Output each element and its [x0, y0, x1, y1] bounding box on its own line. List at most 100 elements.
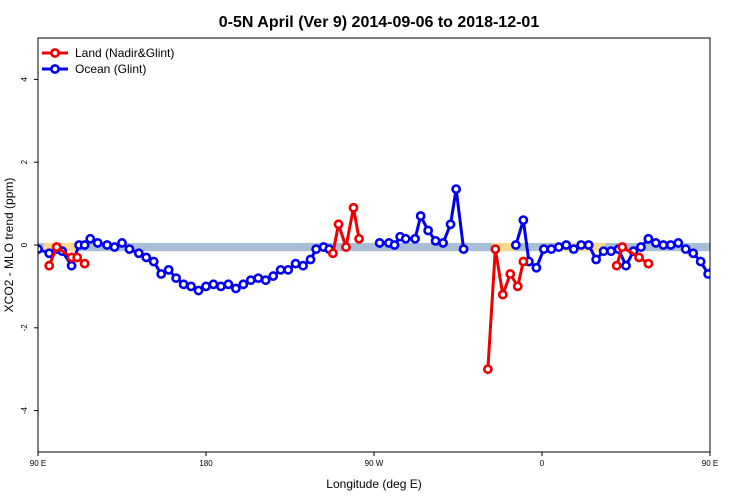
legend-marker-land-nadir-glint: [50, 48, 60, 58]
y-axis: -4 -2 0 2 4: [20, 77, 38, 414]
x-tick-label: 90 W: [365, 459, 384, 468]
ocean-glint-point: [658, 240, 669, 250]
ocean-glint-point: [695, 256, 706, 267]
ocean-glint-point: [275, 264, 286, 275]
ocean-glint-point: [400, 233, 411, 244]
ocean-glint-point: [591, 254, 602, 265]
ocean-glint-point: [163, 264, 174, 275]
ocean-glint-point: [673, 238, 684, 248]
x-tick-label: 180: [199, 459, 213, 468]
y-tick-label: 0: [20, 242, 29, 247]
plot-area: [38, 184, 710, 375]
land-nadir-glint-point: [518, 256, 529, 267]
ocean-glint-point: [216, 281, 226, 292]
land-nadir-glint-point: [611, 260, 622, 271]
ocean-glint-point: [92, 238, 103, 248]
ocean-glint-point: [298, 260, 308, 271]
legend: Land (Nadir&Glint) Ocean (Glint): [42, 46, 174, 76]
land-nadir-glint-point: [505, 269, 516, 279]
ocean-glint-point: [389, 240, 400, 250]
chart-title: 0-5N April (Ver 9) 2014-09-06 to 2018-12…: [219, 14, 540, 31]
ocean-glint-point: [650, 238, 661, 248]
ocean-glint-point: [305, 254, 316, 265]
ocean-glint-point: [708, 266, 710, 274]
y-tick-label: 4: [20, 77, 29, 82]
x-tick-label: 0: [540, 459, 545, 468]
ocean-glint-point: [636, 242, 646, 252]
ocean-glint-point: [451, 184, 462, 195]
ocean-glint-point: [458, 244, 469, 255]
land-nadir-glint-point: [328, 248, 338, 259]
plot-content: [38, 184, 710, 375]
land-highlight-band-5: [590, 242, 606, 252]
land-highlight-band-3: [491, 242, 516, 252]
ocean-glint-point: [583, 240, 594, 250]
ocean-glint-point: [546, 244, 557, 255]
x-tick-label: 90 E: [30, 459, 46, 468]
ocean-glint-point: [621, 260, 631, 271]
ocean-glint-point: [124, 244, 135, 255]
ocean-glint-point: [538, 244, 549, 255]
legend-marker-ocean-glint: [50, 64, 60, 74]
ocean-glint-point: [208, 279, 219, 290]
x-axis: 90 E 180 90 W 0 90 E: [30, 452, 718, 468]
ocean-glint-point: [576, 240, 587, 250]
ocean-glint-point: [518, 215, 529, 226]
ocean-glint-point: [171, 273, 182, 284]
land-nadir-glint-point: [512, 281, 523, 292]
ocean-glint-point: [193, 285, 204, 296]
ocean-glint-point: [66, 260, 77, 271]
land-highlight-band-2: [62, 242, 80, 252]
ocean-glint-point: [245, 275, 256, 286]
ocean-glint-point: [703, 269, 710, 279]
ocean-glint-point: [223, 279, 234, 290]
land-nadir-glint-point: [617, 242, 628, 252]
land-nadir-glint-line-2: [486, 247, 525, 370]
ocean-glint-point: [141, 252, 152, 263]
ocean-glint-point: [561, 240, 572, 250]
ocean-glint-point: [445, 219, 456, 230]
ocean-glint-point: [415, 211, 426, 221]
ocean-glint-point: [186, 281, 196, 292]
ocean-glint-point: [238, 279, 249, 290]
ocean-glint-point: [374, 238, 385, 248]
ocean-glint-point: [201, 281, 211, 292]
ocean-glint-point: [568, 244, 579, 255]
ocean-glint-point: [688, 248, 699, 259]
y-tick-label: -2: [20, 324, 29, 332]
ocean-glint-point: [253, 273, 264, 284]
ocean-glint-point: [109, 242, 120, 252]
ocean-glint-point: [510, 240, 521, 250]
ocean-glint-point: [85, 233, 96, 244]
ocean-glint-point: [665, 240, 676, 250]
land-nadir-glint-point: [348, 202, 359, 213]
reference-band-0: [38, 242, 710, 252]
ocean-glint-point: [260, 275, 271, 286]
land-nadir-glint-point: [482, 364, 493, 375]
x-tick-label: 90 E: [702, 459, 718, 468]
land-nadir-glint-point: [643, 258, 654, 269]
ocean-glint-point: [117, 238, 127, 248]
legend-label-land-nadir-glint: Land (Nadir&Glint): [75, 46, 174, 60]
land-nadir-glint-point: [634, 252, 644, 263]
ocean-glint-point: [283, 264, 294, 275]
land-nadir-glint-point: [51, 242, 62, 252]
y-tick-label: 2: [20, 159, 29, 164]
land-nadir-glint-point: [44, 260, 55, 271]
y-tick-label: -4: [20, 406, 29, 414]
ocean-glint-point: [430, 235, 441, 246]
ocean-glint-point: [438, 238, 448, 248]
land-nadir-glint-point: [333, 219, 344, 230]
land-nadir-glint-point: [354, 233, 364, 244]
ocean-glint-point: [531, 262, 542, 273]
ocean-glint-point: [268, 271, 279, 281]
ocean-glint-point: [598, 246, 609, 257]
ocean-glint-point: [178, 279, 189, 290]
land-nadir-glint-line-3: [615, 245, 650, 267]
ocean-glint-point: [102, 240, 112, 250]
land-nadir-glint-point: [497, 289, 508, 300]
ocean-glint-point: [133, 248, 144, 259]
ocean-glint-point: [290, 258, 301, 269]
ocean-glint-point: [423, 225, 434, 236]
ocean-glint-point: [606, 246, 616, 257]
